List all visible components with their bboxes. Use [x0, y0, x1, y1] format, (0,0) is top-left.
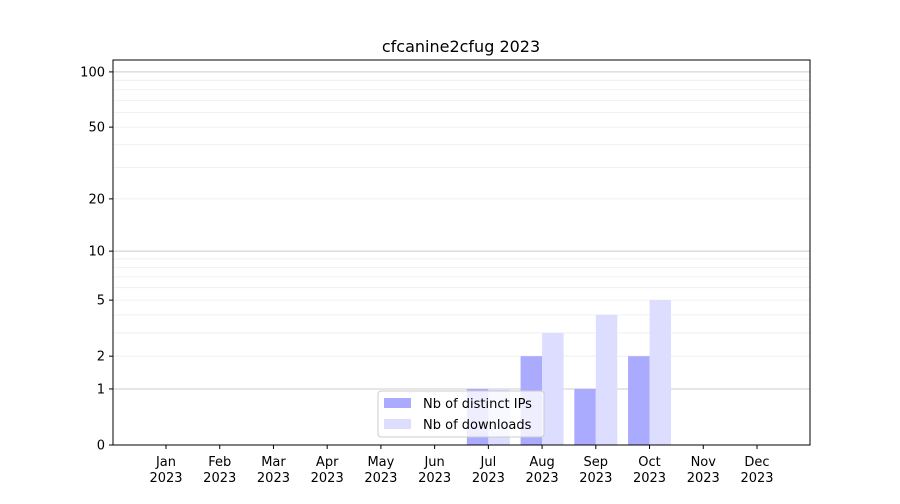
grid [113, 71, 810, 390]
y-tick-label: 1 [97, 382, 105, 397]
x-tick-label: Aug 2023 [526, 455, 559, 486]
x-tick-label: Mar 2023 [257, 455, 290, 486]
bar-downloads [649, 300, 672, 445]
x-tick-label: Dec 2023 [740, 455, 773, 486]
x-tick-label: Feb 2023 [203, 455, 236, 486]
x-tick-label: Oct 2023 [633, 455, 666, 486]
legend-swatch [384, 419, 411, 429]
x-tick-label: Apr 2023 [311, 455, 344, 486]
x-tick-label: Sep 2023 [579, 455, 612, 486]
bar-downloads [595, 314, 618, 445]
y-tick-label: 50 [88, 121, 105, 136]
legend-box [377, 390, 545, 438]
legend-label: Nb of distinct IPs [423, 397, 532, 412]
x-tick-label: Nov 2023 [687, 455, 720, 486]
chart-title: cfcanine2cfug 2023 [382, 37, 540, 56]
legend-swatch [384, 398, 411, 408]
y-tick-label: 20 [88, 192, 105, 207]
plot-frame [112, 59, 811, 446]
x-tick-label: Jan 2023 [149, 455, 182, 486]
y-axis: 0 1 2 5 10 20 50 100 [80, 65, 113, 454]
legend: Nb of distinct IPs Nb of downloads [377, 390, 545, 438]
y-tick-label: 0 [97, 439, 105, 454]
bar-distinct-ips [628, 356, 650, 445]
x-tick-label: Jun 2023 [418, 455, 451, 486]
legend-label: Nb of downloads [423, 418, 532, 433]
y-tick-label: 5 [97, 294, 105, 309]
y-tick-label: 100 [80, 65, 105, 80]
x-axis: Jan 2023 Feb 2023 Mar 2023 Apr 2023 May 2023 Jun 20… [149, 445, 774, 486]
y-tick-label: 10 [88, 245, 105, 260]
bar-distinct-ips [574, 388, 596, 445]
bar-downloads [542, 332, 564, 445]
y-tick-label: 2 [97, 350, 105, 365]
x-tick-label: May 2023 [364, 455, 397, 486]
x-tick-label: Jul 2023 [472, 455, 505, 486]
